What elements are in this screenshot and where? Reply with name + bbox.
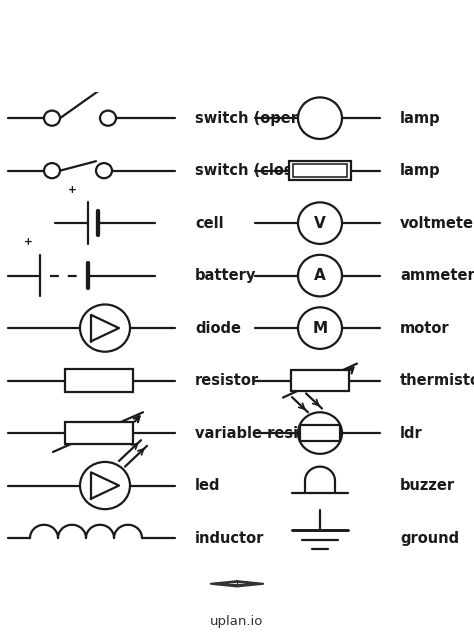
Text: M: M <box>312 321 328 335</box>
Text: resistor: resistor <box>195 373 259 388</box>
Circle shape <box>96 163 112 178</box>
Text: uplan.io: uplan.io <box>210 615 264 628</box>
Text: motor: motor <box>400 321 450 335</box>
Text: inductor: inductor <box>195 531 264 545</box>
Text: buzzer: buzzer <box>400 478 455 493</box>
Text: led: led <box>195 478 220 493</box>
Bar <box>293 164 347 178</box>
Text: ground: ground <box>400 531 459 545</box>
Circle shape <box>298 98 342 139</box>
Circle shape <box>298 307 342 349</box>
Polygon shape <box>305 467 335 481</box>
Text: ammeter: ammeter <box>400 268 474 283</box>
Text: lamp: lamp <box>400 111 441 126</box>
Text: diode: diode <box>195 321 241 335</box>
Bar <box>291 370 349 391</box>
Text: Electrical circuit symbols: Electrical circuit symbols <box>51 37 423 63</box>
Text: battery: battery <box>195 268 256 283</box>
Bar <box>65 369 133 392</box>
Circle shape <box>100 110 116 126</box>
Circle shape <box>298 412 342 454</box>
Circle shape <box>298 255 342 297</box>
Bar <box>300 425 340 441</box>
Bar <box>65 422 133 444</box>
Circle shape <box>44 163 60 178</box>
Circle shape <box>44 110 60 126</box>
Text: +: + <box>24 237 32 247</box>
Circle shape <box>80 462 130 509</box>
Text: variable resistor: variable resistor <box>195 425 331 441</box>
Text: +: + <box>68 184 76 195</box>
Circle shape <box>298 202 342 244</box>
Text: voltmeter: voltmeter <box>400 216 474 231</box>
Bar <box>289 161 351 180</box>
Text: thermistor: thermistor <box>400 373 474 388</box>
Text: lamp: lamp <box>400 163 441 178</box>
Text: switch (close): switch (close) <box>195 163 309 178</box>
Text: switch (open): switch (open) <box>195 111 308 126</box>
Text: V: V <box>314 216 326 231</box>
Circle shape <box>80 304 130 352</box>
Text: A: A <box>314 268 326 283</box>
Text: ldr: ldr <box>400 425 423 441</box>
Text: cell: cell <box>195 216 224 231</box>
